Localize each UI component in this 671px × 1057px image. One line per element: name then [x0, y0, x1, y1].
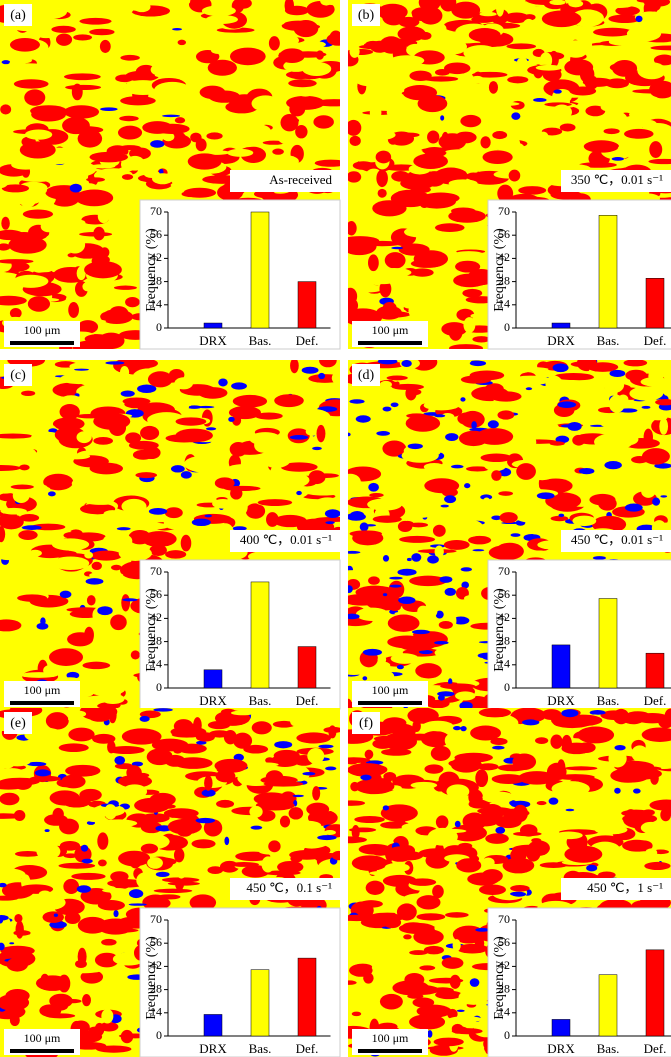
scale-bar-label: 100 μm — [24, 323, 61, 337]
bar — [646, 950, 664, 1036]
bar — [646, 278, 664, 328]
y-axis-label: Frequency (%) — [144, 228, 159, 312]
panel-label: (a) — [10, 8, 26, 23]
condition-label: 450 ℃，0.01 s⁻¹ — [571, 532, 663, 547]
inset-box — [488, 560, 671, 709]
y-tick-label: 0 — [504, 1028, 510, 1042]
panel-label: (e) — [10, 716, 26, 731]
bar — [646, 653, 664, 688]
x-tick-label: DRX — [199, 333, 227, 348]
scale-bar — [358, 701, 422, 705]
panel-label: (c) — [10, 368, 26, 383]
y-tick-label: 70 — [150, 912, 162, 926]
x-tick-label: Bas. — [249, 1041, 272, 1056]
inset-box — [488, 200, 671, 349]
bar — [298, 647, 316, 688]
bar — [251, 582, 269, 688]
panel: (c)400 ℃，0.01 s⁻¹100 μm01428425670Freque… — [0, 354, 358, 713]
condition-label: 400 ℃，0.01 s⁻¹ — [240, 532, 332, 547]
scale-bar — [10, 1049, 74, 1053]
condition-label: 450 ℃，0.1 s⁻¹ — [246, 880, 332, 895]
x-tick-label: Bas. — [597, 693, 620, 708]
bar — [599, 975, 617, 1036]
scale-bar-label: 100 μm — [372, 1031, 409, 1045]
y-tick-label: 70 — [150, 204, 162, 218]
x-tick-label: Def. — [644, 693, 667, 708]
bar — [599, 599, 617, 688]
condition-label: 450 ℃，1 s⁻¹ — [587, 880, 663, 895]
x-tick-label: Def. — [296, 1041, 319, 1056]
panel: (a)As-received100 μm01428425670Frequency… — [0, 0, 355, 356]
x-tick-label: Bas. — [249, 333, 272, 348]
y-tick-label: 70 — [498, 912, 510, 926]
y-tick-label: 0 — [504, 320, 510, 334]
x-tick-label: Def. — [296, 693, 319, 708]
y-axis-label: Frequency (%) — [144, 936, 159, 1020]
x-tick-label: Def. — [644, 1041, 667, 1056]
scale-bar — [10, 701, 74, 705]
y-axis-label: Frequency (%) — [492, 588, 507, 672]
bar — [298, 958, 316, 1036]
y-tick-label: 0 — [156, 680, 162, 694]
inset-box — [488, 908, 671, 1057]
scale-bar-label: 100 μm — [372, 323, 409, 337]
x-tick-label: DRX — [199, 693, 227, 708]
x-tick-label: DRX — [547, 1041, 575, 1056]
x-tick-label: Def. — [644, 333, 667, 348]
y-tick-label: 0 — [156, 1028, 162, 1042]
bar — [204, 323, 222, 328]
x-tick-label: DRX — [547, 693, 575, 708]
condition-label: As-received — [269, 172, 332, 187]
x-tick-label: Bas. — [249, 693, 272, 708]
y-tick-label: 0 — [156, 320, 162, 334]
panel-label: (d) — [358, 368, 375, 383]
y-tick-label: 70 — [150, 564, 162, 578]
y-tick-label: 70 — [498, 564, 510, 578]
panel-label: (b) — [358, 8, 375, 23]
scale-bar — [358, 341, 422, 345]
x-tick-label: Bas. — [597, 333, 620, 348]
scale-bar — [10, 341, 74, 345]
scale-bar-label: 100 μm — [24, 683, 61, 697]
x-tick-label: DRX — [547, 333, 575, 348]
y-tick-label: 0 — [504, 680, 510, 694]
bar — [552, 323, 570, 328]
y-axis-label: Frequency (%) — [492, 936, 507, 1020]
y-tick-label: 70 — [498, 204, 510, 218]
x-tick-label: Bas. — [597, 1041, 620, 1056]
bar — [552, 1019, 570, 1036]
bar — [599, 215, 617, 328]
bar — [204, 1014, 222, 1036]
bar — [298, 282, 316, 328]
bar — [251, 970, 269, 1036]
x-tick-label: DRX — [199, 1041, 227, 1056]
panel-label: (f) — [359, 716, 373, 731]
condition-label: 350 ℃，0.01 s⁻¹ — [571, 172, 663, 187]
panel: (f)450 ℃，1 s⁻¹100 μm01428425670Frequency… — [330, 707, 671, 1057]
x-tick-label: Def. — [296, 333, 319, 348]
scale-bar — [358, 1049, 422, 1053]
scale-bar-label: 100 μm — [24, 1031, 61, 1045]
y-axis-label: Frequency (%) — [144, 588, 159, 672]
bar — [204, 670, 222, 688]
panel: (b)350 ℃，0.01 s⁻¹100 μm01428425670Freque… — [334, 0, 671, 357]
y-axis-label: Frequency (%) — [492, 228, 507, 312]
bar — [552, 645, 570, 688]
panel: (e)450 ℃，0.1 s⁻¹100 μm01428425670Frequen… — [0, 703, 357, 1057]
scale-bar-label: 100 μm — [372, 683, 409, 697]
bar — [251, 212, 269, 328]
panel: (d)450 ℃，0.01 s⁻¹100 μm01428425670Freque… — [332, 353, 671, 714]
